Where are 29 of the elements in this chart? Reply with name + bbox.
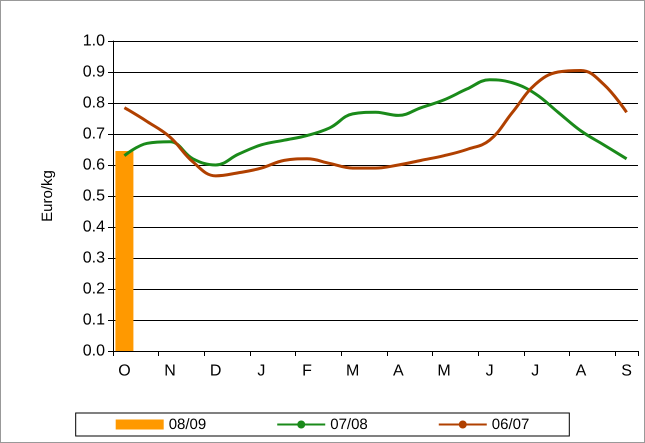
legend-label: 08/09 xyxy=(168,416,206,433)
legend-label: 06/07 xyxy=(492,416,530,433)
y-tick-label: 0.3 xyxy=(82,250,106,266)
y-tick-label: 0.2 xyxy=(82,280,106,298)
y-tick-label: 0.6 xyxy=(82,156,106,174)
x-tick-label: S xyxy=(621,362,632,380)
y-tick-label: 1.0 xyxy=(82,32,106,50)
x-tick-label: N xyxy=(164,362,176,380)
y-tick-label: 0.7 xyxy=(82,126,106,142)
line-series xyxy=(122,68,628,178)
x-tick-label: O xyxy=(118,362,131,380)
x-tick-label: D xyxy=(210,362,222,380)
y-tick-label: 0.0 xyxy=(82,342,106,360)
line-series xyxy=(122,78,628,166)
x-tick-label: M xyxy=(437,362,451,380)
y-tick-label: 0.9 xyxy=(82,64,106,80)
y-tick-label: 0.5 xyxy=(82,188,106,204)
y-tick-label: 0.1 xyxy=(82,312,106,328)
x-tick-label: F xyxy=(302,362,312,380)
x-tick-label: J xyxy=(257,362,266,380)
legend-label: 07/08 xyxy=(330,416,368,433)
x-tick-label: J xyxy=(531,362,540,380)
y-tick-label: 0.4 xyxy=(82,218,106,236)
x-tick-label: A xyxy=(392,362,404,380)
y-tick-label: 0.8 xyxy=(82,94,106,112)
x-tick-label: M xyxy=(346,362,360,380)
x-tick-label: A xyxy=(576,362,587,380)
y-axis-title: Euro/kg xyxy=(39,170,56,222)
x-tick-label: J xyxy=(486,362,494,380)
